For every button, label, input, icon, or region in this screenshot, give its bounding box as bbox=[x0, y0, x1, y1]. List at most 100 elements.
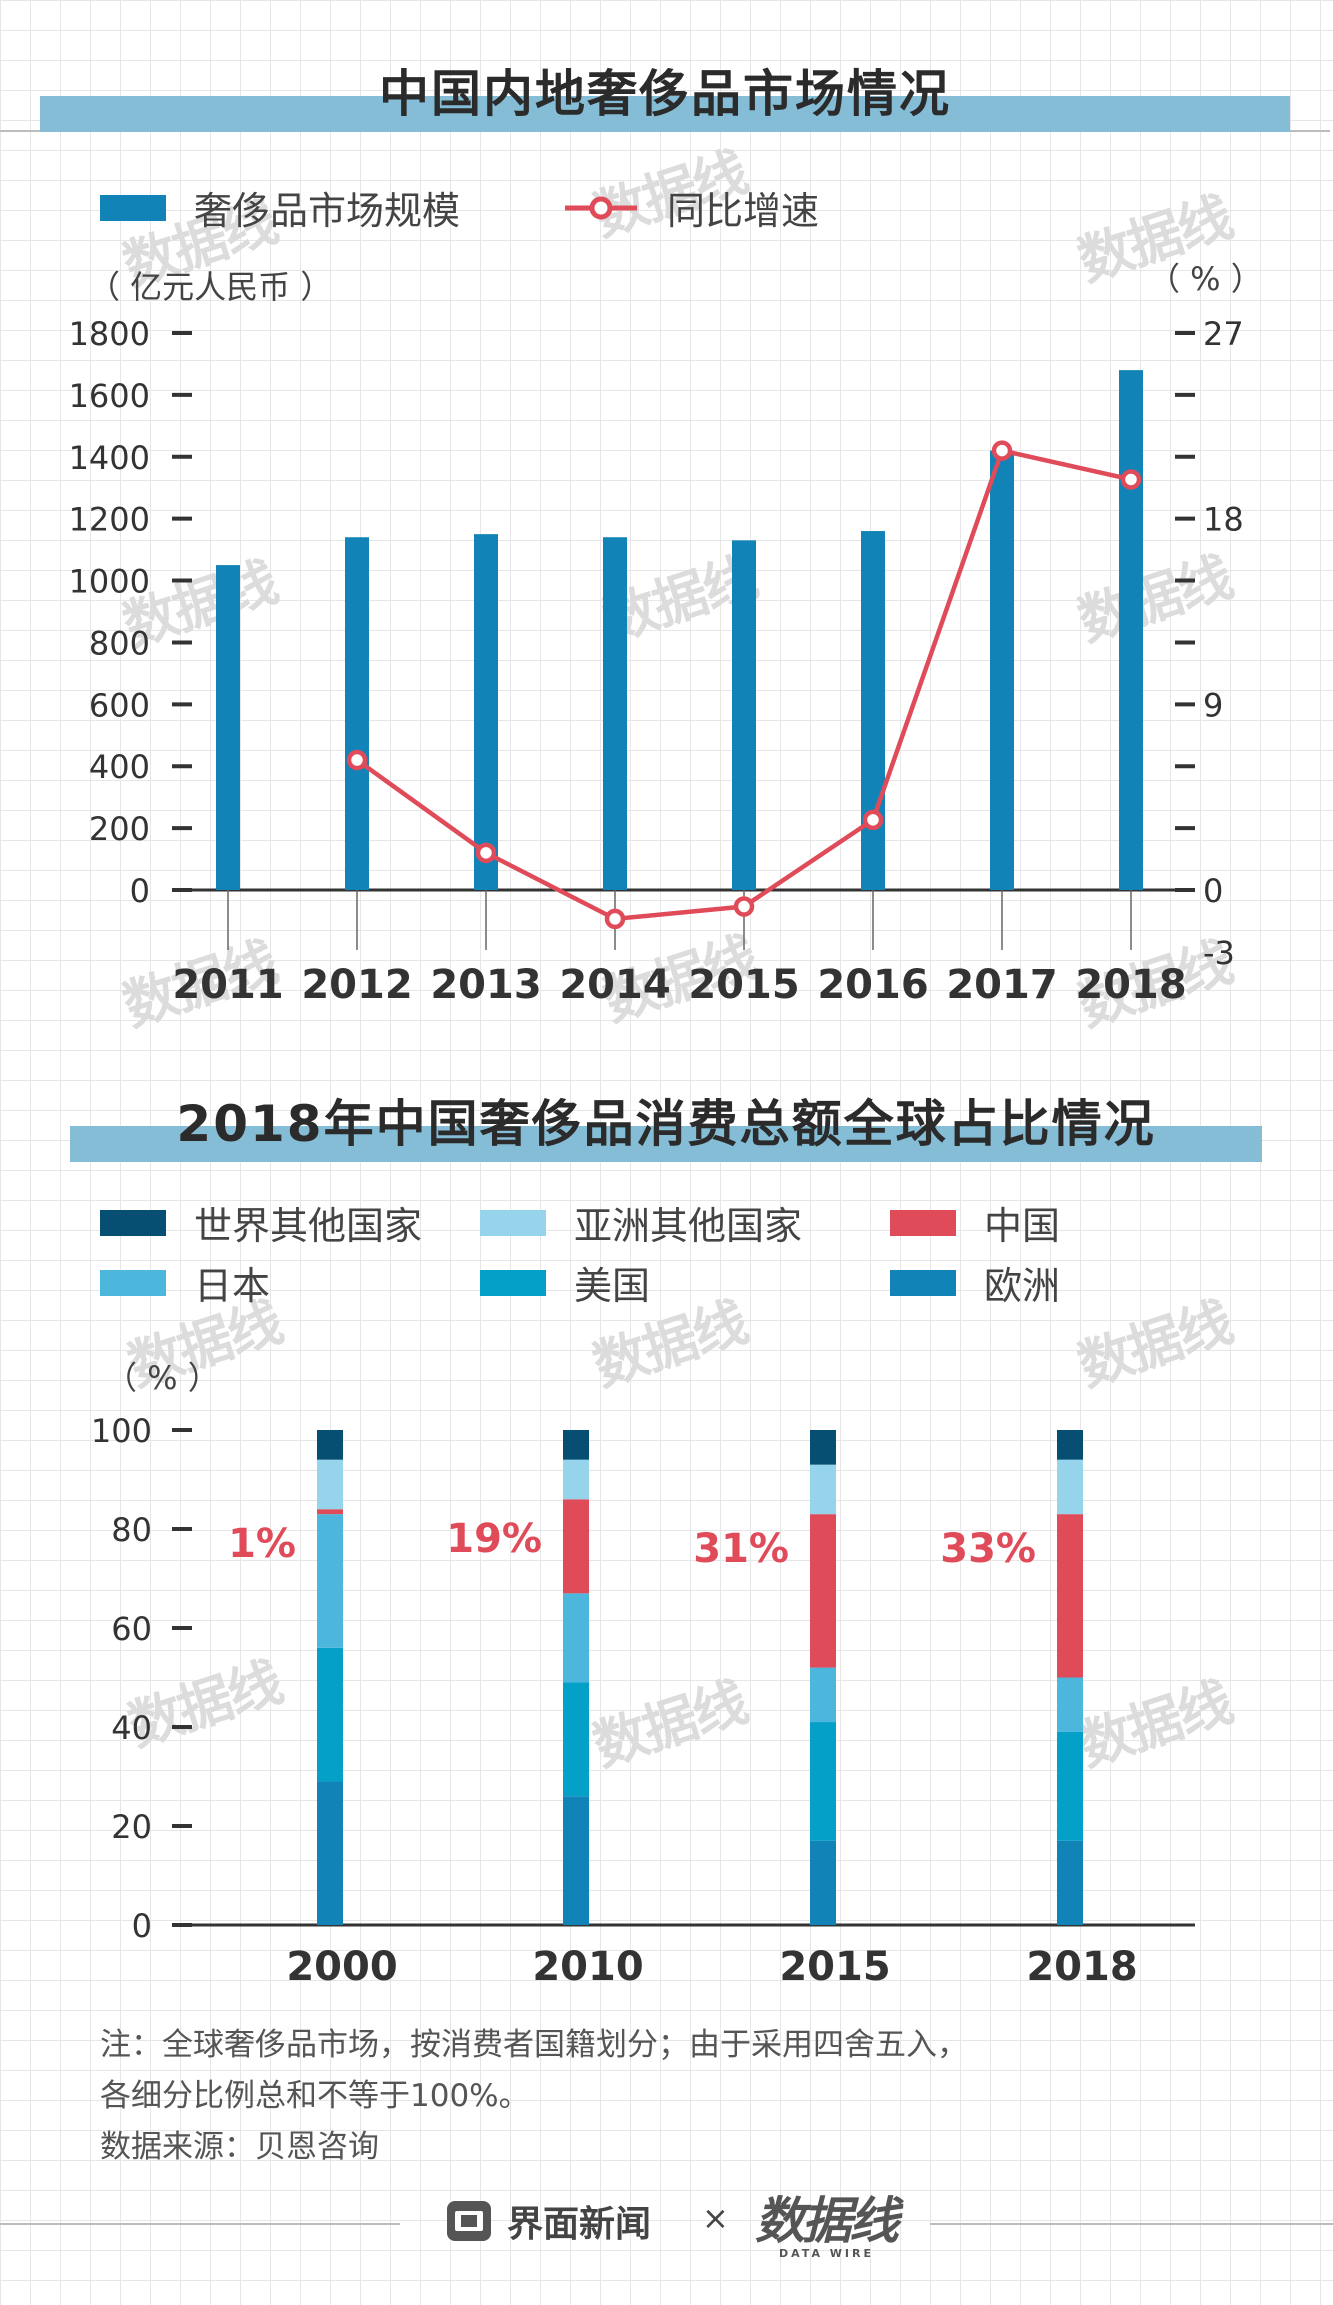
stacked-segment-亚洲其他国家 bbox=[563, 1459, 589, 1500]
x-axis-label: 2012 bbox=[301, 962, 412, 1008]
x-axis-label: 2010 bbox=[532, 1944, 643, 1990]
chart2-legend-label: 亚洲其他国家 bbox=[574, 1204, 803, 1248]
chart2-legend-item: 亚洲其他国家 bbox=[480, 1195, 802, 1250]
chart2-header: 2018年中国奢侈品消费总额全球占比情况 bbox=[70, 1076, 1262, 1176]
left-axis-tick-label: 1000 bbox=[69, 563, 150, 601]
legend-line-icon bbox=[565, 196, 637, 219]
y-axis-tick-label: 40 bbox=[111, 1709, 152, 1747]
brand-cross: × bbox=[702, 2199, 729, 2237]
left-axis-tick-label: 200 bbox=[89, 810, 150, 848]
stacked-segment-日本 bbox=[563, 1593, 589, 1683]
stacked-segment-中国 bbox=[1057, 1514, 1083, 1678]
right-axis-tick-label: 27 bbox=[1203, 315, 1244, 353]
legend-market-size: 奢侈品市场规模 bbox=[100, 180, 460, 235]
left-axis-tick-label: 600 bbox=[89, 686, 150, 724]
brand-jiemian: 界面新闻 bbox=[445, 2195, 651, 2247]
china-share-label: 19% bbox=[446, 1516, 542, 1562]
brand-datawire-text: 数据线 bbox=[755, 2192, 899, 2250]
chart2-svg: 0 20 40 60 80 100 2000 1% 2010 19% 2015 31% 2018 33% bbox=[91, 1412, 1195, 1990]
right-axis-unit: （ % ） bbox=[1148, 260, 1263, 298]
chart2-legend-label: 日本 bbox=[194, 1264, 271, 1308]
market-size-bar bbox=[345, 537, 369, 890]
chart2-legend-item: 美国 bbox=[480, 1255, 650, 1310]
stacked-segment-美国 bbox=[563, 1682, 589, 1797]
market-size-bar bbox=[216, 565, 240, 890]
left-axis-tick-label: 400 bbox=[89, 748, 150, 786]
x-axis-label: 2014 bbox=[559, 962, 670, 1008]
chart2-axis-unit: （ % ） bbox=[105, 1359, 220, 1397]
brand-jiemian-text: 界面新闻 bbox=[507, 2204, 652, 2245]
y-axis-tick-label: 60 bbox=[111, 1610, 152, 1648]
left-axis-tick-label: 1200 bbox=[69, 501, 150, 539]
stacked-segment-世界其他国家 bbox=[810, 1430, 836, 1465]
brand-datawire: 数据线 DATA WIRE bbox=[755, 2181, 899, 2260]
y-axis-tick-label: 20 bbox=[111, 1808, 152, 1846]
data-source: 数据来源：贝恩咨询 bbox=[100, 2129, 379, 2165]
stacked-segment-世界其他国家 bbox=[317, 1430, 343, 1460]
chart1-svg: 0 200 400 600 800 1000 1200 1400 1600 1800 -3 0 9 18 2… bbox=[69, 315, 1244, 1008]
growth-rate-point bbox=[604, 908, 626, 930]
left-axis-tick-label: 1400 bbox=[69, 439, 150, 477]
legend-label-bar: 奢侈品市场规模 bbox=[194, 189, 461, 233]
china-share-label: 1% bbox=[228, 1521, 296, 1567]
x-axis-label: 2016 bbox=[817, 962, 928, 1008]
stacked-segment-欧洲 bbox=[317, 1781, 343, 1925]
chart2-legend-swatch bbox=[890, 1209, 956, 1236]
notes: 注：全球奢侈品市场，按消费者国籍划分；由于采用四舍五入， 各细分比例总和不等于1… bbox=[100, 2020, 968, 2173]
y-axis-tick-label: 100 bbox=[91, 1412, 152, 1450]
chart2-legend-item: 中国 bbox=[890, 1195, 1060, 1250]
x-axis-label: 2018 bbox=[1026, 1944, 1137, 1990]
left-axis-tick-label: 800 bbox=[89, 624, 150, 662]
stacked-segment-日本 bbox=[1057, 1677, 1083, 1732]
chart2-legend-swatch bbox=[480, 1269, 546, 1296]
stacked-segment-美国 bbox=[1057, 1731, 1083, 1841]
watermark-text: 数据线 bbox=[1070, 1290, 1239, 1399]
china-share-label: 33% bbox=[940, 1526, 1036, 1572]
growth-rate-point bbox=[733, 896, 755, 917]
growth-rate-point bbox=[862, 809, 884, 831]
left-axis-tick-label: 1600 bbox=[69, 377, 150, 415]
stacked-segment-世界其他国家 bbox=[563, 1430, 589, 1460]
jiemian-logo-icon bbox=[447, 2201, 491, 2241]
x-axis-label: 2015 bbox=[688, 962, 799, 1008]
x-axis-label: 2011 bbox=[172, 962, 283, 1008]
footer: 界面新闻 × 数据线 DATA WIRE bbox=[0, 2185, 1333, 2265]
chart2-legend-item: 日本 bbox=[100, 1255, 270, 1310]
x-axis-label: 2017 bbox=[946, 962, 1057, 1008]
market-size-bar bbox=[732, 540, 756, 890]
stacked-segment-中国 bbox=[317, 1509, 343, 1515]
brand-datawire-sub: DATA WIRE bbox=[779, 2247, 874, 2260]
x-axis-label: 2000 bbox=[286, 1944, 397, 1990]
chart2-legend-label: 世界其他国家 bbox=[194, 1204, 423, 1248]
right-axis-tick-label: -3 bbox=[1203, 934, 1235, 972]
chart2-legend-swatch bbox=[100, 1209, 166, 1236]
left-axis-tick-label: 0 bbox=[130, 872, 150, 910]
stacked-segment-世界其他国家 bbox=[1057, 1430, 1083, 1460]
left-axis-unit: （ 亿元人民币 ） bbox=[88, 268, 333, 306]
market-size-bar bbox=[1119, 370, 1143, 891]
chart2-legend-swatch bbox=[100, 1269, 166, 1296]
growth-rate-point bbox=[475, 842, 497, 864]
chart2-legend-swatch bbox=[890, 1269, 956, 1296]
note-line-2: 各细分比例总和不等于100%。 bbox=[100, 2078, 530, 2114]
chart2-legend-label: 中国 bbox=[984, 1204, 1061, 1248]
growth-rate-point bbox=[1120, 469, 1142, 490]
stacked-segment-日本 bbox=[810, 1667, 836, 1723]
right-axis-tick-label: 0 bbox=[1203, 872, 1223, 910]
stacked-segment-美国 bbox=[810, 1722, 836, 1841]
chart1-header: 中国内地奢侈品市场情况 bbox=[0, 44, 1330, 144]
stacked-segment-中国 bbox=[563, 1499, 589, 1594]
stacked-segment-日本 bbox=[317, 1514, 343, 1648]
stacked-segment-欧洲 bbox=[563, 1796, 589, 1925]
chart2-legend-item: 世界其他国家 bbox=[100, 1195, 422, 1250]
growth-rate-point bbox=[346, 749, 368, 771]
right-axis-tick-label: 9 bbox=[1203, 686, 1223, 724]
x-axis-label: 2015 bbox=[779, 1944, 890, 1990]
legend-growth-rate: 同比增速 bbox=[565, 180, 819, 235]
growth-rate-point bbox=[991, 440, 1013, 461]
stacked-segment-亚洲其他国家 bbox=[810, 1464, 836, 1515]
chart2-legend-swatch bbox=[480, 1209, 546, 1236]
note-line-1: 注：全球奢侈品市场，按消费者国籍划分；由于采用四舍五入， bbox=[100, 2027, 968, 2063]
left-axis-tick-label: 1800 bbox=[69, 315, 150, 353]
x-axis-label: 2013 bbox=[430, 962, 541, 1008]
